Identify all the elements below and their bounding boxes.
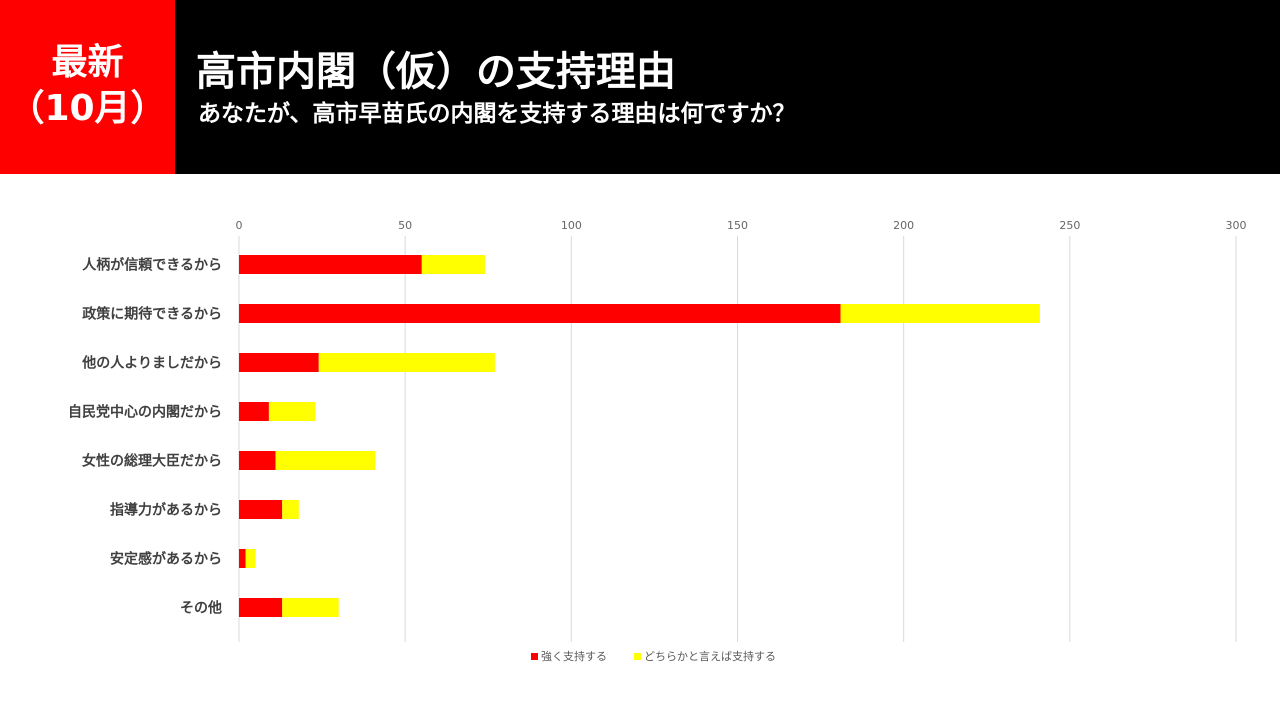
x-tick-label: 100 [561,219,582,232]
bar-somewhat-support [282,500,299,519]
page-subtitle: あなたが、高市早苗氏の内閣を支持する理由は何ですか？ [198,101,796,127]
header-bar: 最新 （10月） 高市内閣（仮）の支持理由 あなたが、高市早苗氏の内閣を支持する… [0,0,1280,174]
x-tick-label: 200 [893,219,914,232]
badge-label: 最新 [51,42,124,83]
bar-strong-support [239,598,283,617]
bar-strong-support [239,500,283,519]
legend-label: どちらかと言えば支持する [644,649,776,663]
badge-month: （10月） [8,88,167,129]
legend-swatch [531,653,538,660]
category-label: 他の人よりましだから [81,355,222,372]
bar-somewhat-support [421,255,485,274]
bar-somewhat-support [318,353,495,372]
x-tick-label: 50 [398,219,412,232]
page-title: 高市内閣（仮）の支持理由 [196,49,676,95]
x-tick-label: 150 [727,219,748,232]
bar-strong-support [239,451,276,470]
bar-somewhat-support [268,402,316,421]
legend-label: 強く支持する [541,649,607,663]
x-tick-label: 0 [236,219,243,232]
bar-strong-support [239,304,841,323]
bar-somewhat-support [840,304,1040,323]
bar-strong-support [239,402,269,421]
bar-somewhat-support [275,451,376,470]
bar-chart: 0 50 100 150 200 250 300 人柄が信頼できるから政策に期待できるから他の… [68,219,1247,663]
legend-swatch [634,653,641,660]
bar-strong-support [239,353,319,372]
category-label: その他 [180,600,222,617]
category-label: 女性の総理大臣だから [82,453,222,470]
category-label: 人柄が信頼できるから [82,257,222,274]
latest-badge: 最新 （10月） [0,0,175,174]
category-label: 指導力があるから [110,502,222,519]
bar-somewhat-support [282,598,339,617]
x-tick-label: 300 [1226,219,1247,232]
bar-strong-support [239,255,422,274]
bar-somewhat-support [245,549,256,568]
category-label: 自民党中心の内閣だから [68,404,222,421]
x-tick-label: 250 [1059,219,1080,232]
category-label: 政策に期待できるから [82,306,222,323]
category-label: 安定感があるから [110,551,222,568]
bar-strong-support [239,549,246,568]
